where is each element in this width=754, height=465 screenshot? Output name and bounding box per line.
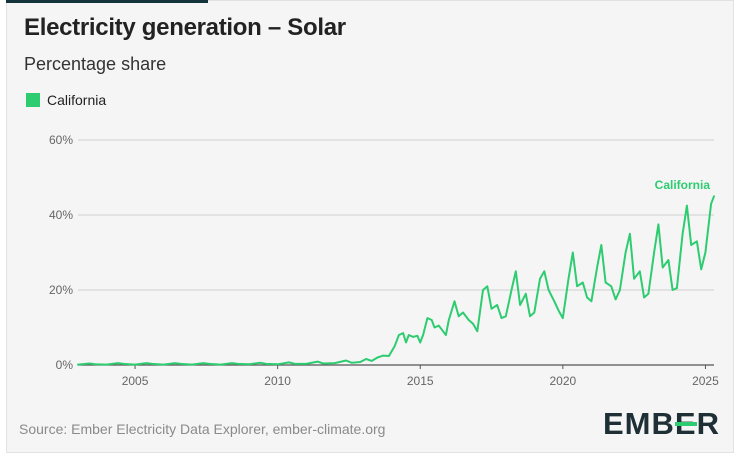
top-accent-bar (6, 0, 208, 3)
y-axis-ticks: 0% 20% 40% 60% (49, 133, 73, 372)
chart-subtitle: Percentage share (24, 54, 167, 74)
y-tick-label: 0% (56, 358, 74, 372)
x-tick-label: 2020 (549, 374, 576, 388)
logo-letter-e: E (674, 406, 697, 441)
x-tick-label: 2015 (407, 374, 434, 388)
legend-swatch-california (26, 93, 40, 107)
logo-text-post: R (696, 406, 720, 441)
logo-text-pre: EMB (603, 406, 675, 441)
series-end-label: California (655, 178, 711, 192)
chart-card (6, 0, 734, 453)
x-tick-label: 2010 (264, 374, 291, 388)
series-layer: California (77, 178, 715, 366)
legend[interactable]: California (26, 92, 106, 108)
ember-logo: EMBE R (603, 406, 720, 442)
chart-title: Electricity generation – Solar (24, 14, 346, 41)
y-tick-label: 40% (49, 208, 73, 222)
x-axis-ticks: 2005 2010 2015 2020 2025 (122, 365, 719, 388)
y-tick-label: 20% (49, 283, 73, 297)
series-line-california[interactable] (77, 195, 715, 366)
y-tick-label: 60% (49, 133, 73, 147)
legend-label-california: California (47, 92, 107, 108)
logo-accent-bar (674, 422, 697, 426)
source-note: Source: Ember Electricity Data Explorer,… (19, 421, 386, 437)
gridlines (78, 139, 714, 366)
x-tick-label: 2025 (692, 374, 719, 388)
x-tick-label: 2005 (122, 374, 149, 388)
